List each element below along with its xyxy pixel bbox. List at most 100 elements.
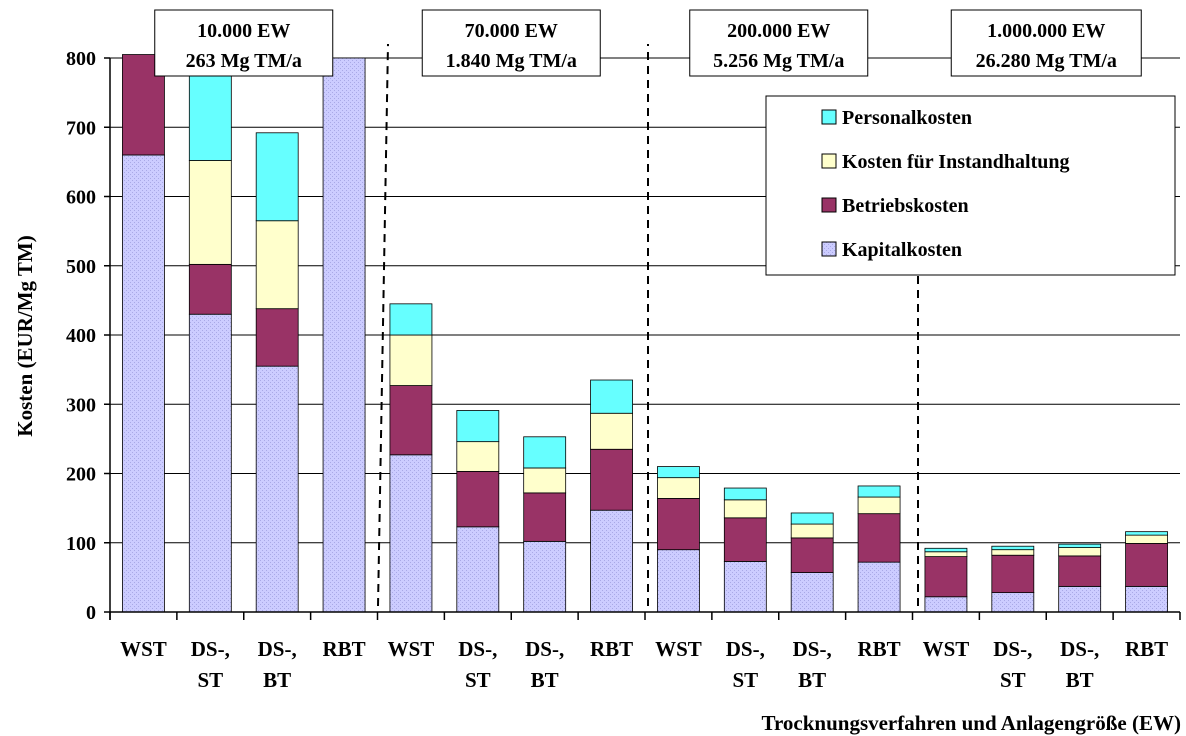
bar-kapitalkosten bbox=[857, 561, 901, 613]
x-tick-label: RBT bbox=[590, 637, 633, 661]
y-tick-label: 200 bbox=[66, 464, 96, 486]
bar-instandhaltung bbox=[790, 523, 834, 539]
bar-betriebskosten bbox=[188, 263, 232, 315]
bar-instandhaltung bbox=[255, 220, 299, 310]
legend-swatch bbox=[821, 109, 837, 125]
bar-instandhaltung bbox=[188, 160, 232, 265]
y-tick-label: 300 bbox=[66, 394, 96, 416]
x-tick-label: DS-, bbox=[525, 637, 564, 661]
group-header-capacity: 263 Mg TM/a bbox=[186, 50, 302, 72]
bar-personalkosten bbox=[188, 73, 232, 161]
bar-instandhaltung bbox=[723, 499, 767, 519]
bar-personalkosten bbox=[1125, 531, 1168, 536]
bar-betriebskosten bbox=[723, 517, 767, 562]
y-tick-label: 0 bbox=[86, 602, 96, 624]
x-tick-label: DS-, bbox=[458, 637, 497, 661]
group-divider bbox=[377, 43, 389, 607]
bar-instandhaltung bbox=[857, 496, 901, 515]
bar-betriebskosten bbox=[523, 492, 567, 542]
x-tick-label: BT bbox=[531, 668, 559, 692]
bar-kapitalkosten bbox=[924, 596, 968, 613]
x-tick-label: ST bbox=[1000, 668, 1026, 692]
x-tick-label: WST bbox=[923, 637, 970, 661]
bar-personalkosten bbox=[723, 487, 767, 501]
x-tick-label: WST bbox=[655, 637, 702, 661]
x-axis-label: Trocknungsverfahren und Anlagengröße (EW… bbox=[762, 711, 1181, 735]
legend-label: Kapitalkosten bbox=[842, 239, 962, 261]
group-header-box bbox=[154, 9, 334, 77]
bar-kapitalkosten bbox=[389, 454, 433, 613]
bar-personalkosten bbox=[255, 132, 299, 222]
group-header-size: 200.000 EW bbox=[727, 20, 830, 42]
bar-betriebskosten bbox=[1058, 555, 1102, 587]
bar-kapitalkosten bbox=[456, 526, 500, 613]
legend-swatch bbox=[821, 241, 837, 257]
legend-label: Kosten für Instandhaltung bbox=[842, 151, 1069, 173]
bar-betriebskosten bbox=[790, 537, 834, 573]
bar-kapitalkosten bbox=[991, 592, 1035, 613]
x-tick-label: BT bbox=[798, 668, 826, 692]
bar-kapitalkosten bbox=[1058, 585, 1102, 613]
x-tick-label: DS-, bbox=[1060, 637, 1099, 661]
bar-kapitalkosten bbox=[790, 572, 834, 613]
bar-betriebskosten bbox=[924, 556, 968, 598]
y-tick-label: 400 bbox=[66, 325, 96, 347]
x-tick-label: RBT bbox=[1125, 637, 1168, 661]
bar-instandhaltung bbox=[523, 467, 567, 494]
bar-personalkosten bbox=[523, 436, 567, 469]
bar-kapitalkosten bbox=[1125, 585, 1168, 613]
bar-betriebskosten bbox=[857, 513, 901, 563]
x-tick-label: BT bbox=[263, 668, 291, 692]
bar-kapitalkosten bbox=[122, 154, 165, 613]
group-header-capacity: 5.256 Mg TM/a bbox=[713, 50, 844, 72]
bar-kapitalkosten bbox=[657, 549, 700, 613]
legend-swatch bbox=[821, 197, 837, 213]
bar-betriebskosten bbox=[657, 498, 700, 551]
group-header-box bbox=[950, 9, 1142, 77]
x-tick-label: ST bbox=[197, 668, 223, 692]
y-tick-label: 800 bbox=[66, 48, 96, 70]
group-header-capacity: 26.280 Mg TM/a bbox=[976, 50, 1117, 72]
bar-instandhaltung bbox=[991, 549, 1035, 556]
group-header-box bbox=[421, 9, 601, 77]
bar-personalkosten bbox=[590, 379, 633, 414]
bar-personalkosten bbox=[657, 466, 700, 479]
bar-instandhaltung bbox=[1125, 534, 1168, 544]
bar-kapitalkosten bbox=[590, 509, 633, 613]
bar-personalkosten bbox=[790, 512, 834, 525]
y-tick-label: 100 bbox=[66, 533, 96, 555]
group-header-size: 70.000 EW bbox=[465, 20, 558, 42]
bar-betriebskosten bbox=[389, 385, 433, 456]
bar-kapitalkosten bbox=[255, 365, 299, 613]
bar-instandhaltung bbox=[657, 477, 700, 499]
x-tick-label: DS-, bbox=[258, 637, 297, 661]
legend-label: Personalkosten bbox=[842, 107, 972, 129]
group-header-size: 10.000 EW bbox=[197, 20, 290, 42]
bar-personalkosten bbox=[389, 303, 433, 336]
x-tick-label: ST bbox=[732, 668, 758, 692]
bar-betriebskosten bbox=[991, 554, 1035, 594]
group-header-capacity: 1.840 Mg TM/a bbox=[446, 50, 577, 72]
y-axis-label: Kosten (EUR/Mg TM) bbox=[13, 235, 37, 436]
bar-kapitalkosten bbox=[723, 561, 767, 613]
group-header-box bbox=[689, 9, 869, 77]
bar-personalkosten bbox=[857, 485, 901, 498]
x-tick-label: BT bbox=[1066, 668, 1094, 692]
x-tick-label: WST bbox=[388, 637, 435, 661]
bar-betriebskosten bbox=[1125, 543, 1168, 587]
bar-betriebskosten bbox=[456, 471, 500, 528]
bar-instandhaltung bbox=[456, 441, 500, 472]
bar-personalkosten bbox=[1058, 543, 1102, 548]
bar-instandhaltung bbox=[590, 412, 633, 450]
y-tick-label: 700 bbox=[66, 117, 96, 139]
x-tick-label: DS-, bbox=[793, 637, 832, 661]
bar-personalkosten bbox=[991, 545, 1035, 551]
legend-swatch bbox=[821, 153, 837, 169]
bar-instandhaltung bbox=[1058, 547, 1102, 557]
y-tick-label: 500 bbox=[66, 256, 96, 278]
bar-kapitalkosten bbox=[322, 57, 366, 613]
bar-kapitalkosten bbox=[523, 540, 567, 613]
x-tick-label: RBT bbox=[322, 637, 365, 661]
x-tick-label: DS-, bbox=[726, 637, 765, 661]
